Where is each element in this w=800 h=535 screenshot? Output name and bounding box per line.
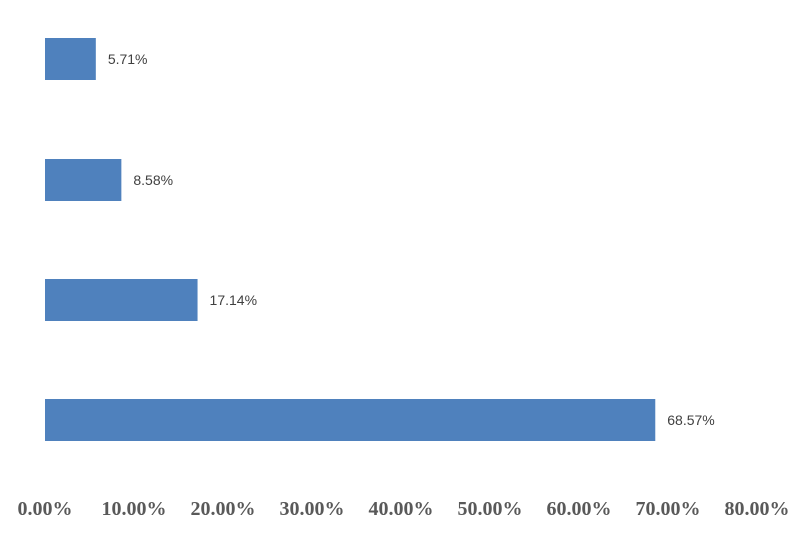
x-tick-label: 70.00% [636,498,701,520]
bar-1 [45,38,96,80]
x-tick-label: 20.00% [191,498,256,520]
bar-4 [45,399,656,441]
data-labels-layer: 5.71% 8.58% 17.14% 68.57% [108,51,715,428]
bars-layer [45,38,656,441]
x-tick-label: 60.00% [547,498,612,520]
x-axis-ticks: 0.00% 10.00% 20.00% 30.00% 40.00% 50.00% 60.00… [18,498,790,520]
x-tick-label: 10.00% [102,498,167,520]
x-tick-label: 40.00% [369,498,434,520]
bar-3 [45,279,198,321]
data-label-2: 8.58% [133,172,173,188]
bar-2 [45,159,122,201]
x-tick-label: 50.00% [458,498,523,520]
data-label-1: 5.71% [108,51,148,67]
data-label-4: 68.57% [667,412,714,428]
x-tick-label: 80.00% [725,498,790,520]
data-label-3: 17.14% [210,292,257,308]
x-tick-label: 0.00% [18,498,73,520]
x-tick-label: 30.00% [280,498,345,520]
